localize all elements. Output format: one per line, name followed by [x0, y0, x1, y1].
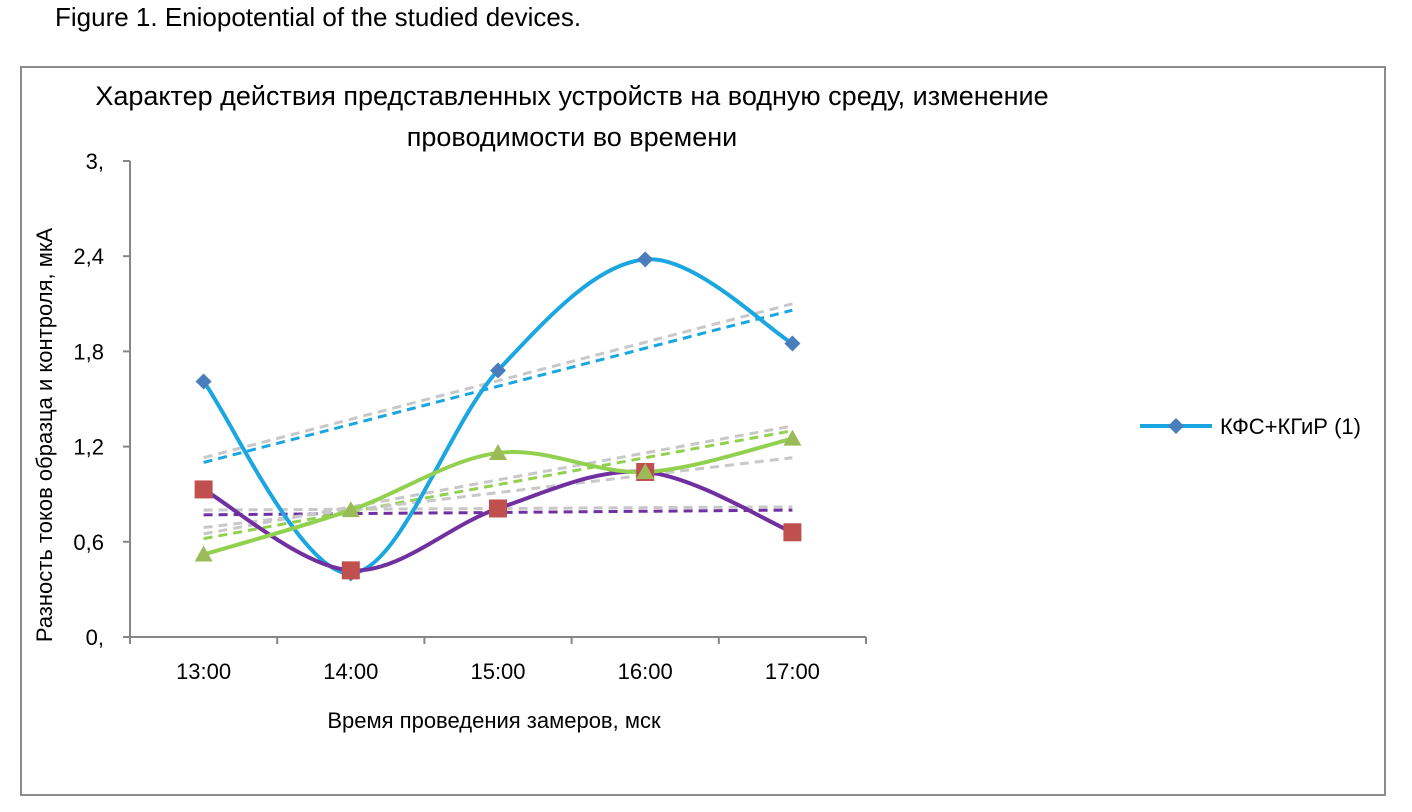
series-point-square [489, 499, 507, 518]
y-tick-label: 1,2 [73, 435, 104, 460]
series-point-square [783, 523, 802, 542]
series-point-triangle [341, 501, 360, 518]
figure-caption: Figure 1. Eniopotential of the studied d… [55, 2, 582, 32]
x-tick-label: 13:00 [176, 659, 231, 684]
x-axis-title: Время проведения замеров, мск [327, 708, 661, 733]
trendline [203, 424, 793, 536]
chart-frame: Характер действия представленных устройс… [20, 66, 1386, 796]
series-point-square [341, 561, 360, 580]
x-tick-label: 14:00 [323, 659, 378, 684]
trendline [203, 308, 793, 464]
trendline [203, 429, 793, 541]
series-point-triangle [783, 429, 802, 446]
trendline [203, 456, 793, 530]
series-point-triangle [194, 545, 213, 562]
series-point-diamond [195, 373, 212, 390]
series-point-diamond [490, 362, 506, 379]
chart: Характер действия представленных устройс… [32, 81, 1361, 733]
series-line-1 [202, 257, 794, 576]
series-point-triangle [489, 443, 507, 460]
chart-title-line2: проводимости во времени [407, 122, 738, 152]
series-point-diamond [637, 251, 654, 268]
y-tick-label: 0,6 [73, 530, 104, 555]
y-tick-label: 2,4 [73, 244, 104, 269]
legend: КФС+КГиР (1) [1140, 414, 1361, 439]
trendline [203, 302, 793, 460]
series-point-diamond [1168, 418, 1184, 434]
plot-area: 0, 0,6 1,2 1,8 2,4 3, 13:00 14:00 15:00 16:00 17:0… [73, 149, 867, 684]
legend-label: КФС+КГиР (1) [1220, 414, 1361, 439]
y-tick-label: 3, [86, 149, 104, 174]
y-tick-label: 0, [86, 625, 104, 650]
y-axis-title: Разность токов образца и контроля, мкА [32, 228, 57, 643]
series-point-triangle [636, 462, 655, 479]
x-tick-label: 17:00 [765, 659, 820, 684]
x-tick-label: 16:00 [618, 659, 673, 684]
chart-title-line1: Характер действия представленных устройс… [95, 81, 1048, 111]
trendline [203, 505, 793, 512]
x-tick-label: 15:00 [470, 659, 525, 684]
series-point-diamond [784, 335, 801, 352]
series-point-square [194, 480, 213, 499]
trendline [203, 508, 793, 517]
y-tick-label: 1,8 [73, 339, 104, 364]
